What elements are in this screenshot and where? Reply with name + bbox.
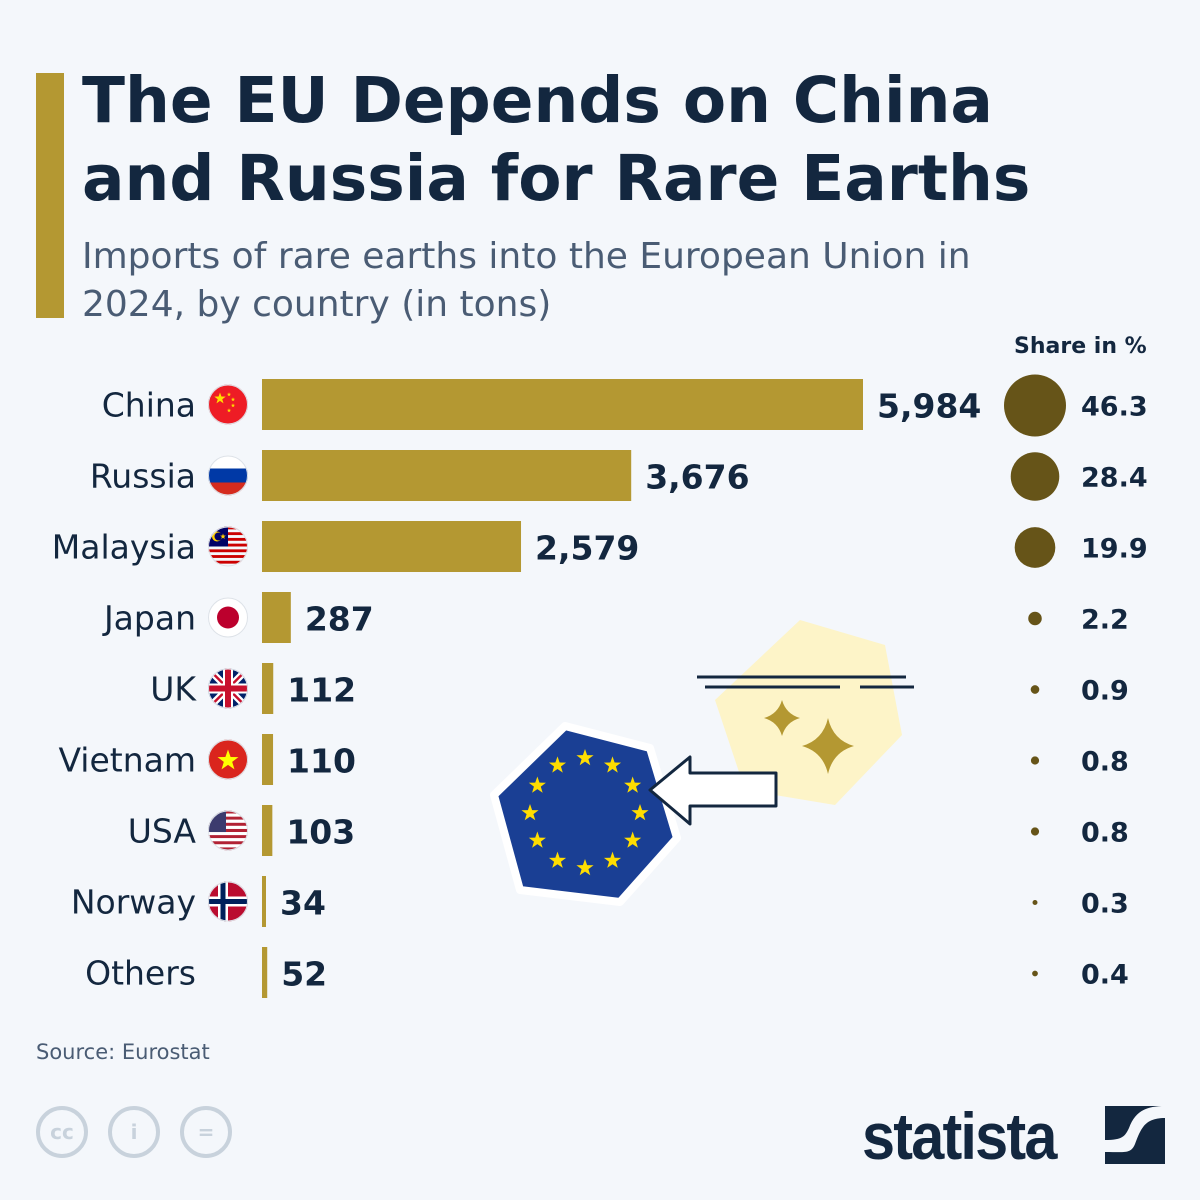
share-label: 46.3 xyxy=(1081,392,1148,423)
eu-star-icon xyxy=(603,851,622,868)
share-bubble xyxy=(1004,374,1066,437)
star-icon xyxy=(214,392,226,404)
cc-license-icon[interactable]: cc xyxy=(36,1106,88,1158)
value-label: 287 xyxy=(305,600,374,639)
chart-subtitle: Imports of rare earths into the European… xyxy=(82,236,971,325)
star-icon xyxy=(226,408,232,413)
no-derivatives-icon[interactable]: = xyxy=(180,1106,232,1158)
share-label: 19.9 xyxy=(1081,534,1148,565)
bar xyxy=(262,450,632,501)
share-label: 0.4 xyxy=(1081,960,1129,991)
sparkle-icon xyxy=(764,700,800,736)
bar-row: Malaysia 2,579 19.9 xyxy=(52,521,1148,572)
flag-japan-icon xyxy=(208,597,248,638)
flag-uk-icon xyxy=(208,668,248,709)
flag-vietnam-icon xyxy=(208,739,248,780)
bar xyxy=(262,379,863,430)
bar-row: Russia 3,676 28.4 xyxy=(90,450,1148,501)
arrow-left-icon xyxy=(648,755,778,826)
category-label: Malaysia xyxy=(52,528,196,567)
share-label: 0.8 xyxy=(1081,818,1129,849)
share-bubble xyxy=(1010,452,1060,501)
flag-usa-icon xyxy=(208,810,248,851)
value-label: 3,676 xyxy=(645,458,749,497)
share-bubble xyxy=(1030,685,1040,694)
eu-star-icon xyxy=(548,851,567,868)
eu-star-icon xyxy=(603,756,622,773)
eu-star-icon xyxy=(624,776,642,793)
bar-row: UK 112 0.9 xyxy=(150,663,1129,714)
chart-title: The EU Depends on China and Russia for R… xyxy=(82,64,1031,215)
sparkle-icon xyxy=(802,718,854,774)
bar-row: Norway 34 0.3 xyxy=(71,876,1129,927)
flag-malaysia-icon xyxy=(208,526,248,564)
eu-star-icon xyxy=(631,804,649,821)
category-label: Japan xyxy=(102,599,196,638)
share-label: 0.9 xyxy=(1081,676,1129,707)
source-note: Source: Eurostat xyxy=(36,1040,210,1064)
statista-logo-mark xyxy=(1105,1106,1165,1164)
value-label: 52 xyxy=(281,955,327,994)
share-bubble xyxy=(1030,756,1040,765)
category-label: China xyxy=(102,386,196,425)
category-label: Norway xyxy=(71,883,196,922)
share-bubble xyxy=(1030,827,1040,836)
value-label: 112 xyxy=(287,671,356,710)
eu-star-icon xyxy=(624,831,642,848)
attribution-icon[interactable]: i xyxy=(108,1106,160,1158)
eu-star-icon xyxy=(528,831,546,848)
bar xyxy=(262,947,268,998)
value-label: 2,579 xyxy=(535,529,639,568)
star-icon xyxy=(230,403,236,408)
bar xyxy=(262,805,273,856)
share-bubble xyxy=(1032,970,1038,977)
eu-star-icon xyxy=(576,749,594,766)
share-bubble xyxy=(1014,527,1056,568)
value-label: 34 xyxy=(280,884,326,923)
eu-hexagon xyxy=(490,722,681,906)
flag-china-icon xyxy=(208,384,248,425)
yellow-hexagon xyxy=(715,620,902,805)
star-icon xyxy=(220,533,226,539)
star-icon xyxy=(230,397,236,402)
value-label: 110 xyxy=(287,742,356,781)
eu-stars xyxy=(521,749,649,876)
eu-star-icon xyxy=(528,776,546,793)
eu-star-icon xyxy=(521,804,539,821)
share-label: 2.2 xyxy=(1081,605,1129,636)
share-bubble xyxy=(1028,611,1042,626)
category-label: UK xyxy=(150,670,197,709)
category-label: Russia xyxy=(90,457,196,496)
bar-row: Others 52 0.4 xyxy=(85,947,1129,998)
bar-row: USA 103 0.8 xyxy=(128,805,1129,856)
category-label: Others xyxy=(85,954,196,993)
share-header: Share in % xyxy=(1014,334,1147,359)
bar-row: China 5,984 46.3 xyxy=(102,374,1148,437)
category-label: USA xyxy=(128,812,197,851)
eu-star-icon xyxy=(576,859,594,876)
bar xyxy=(262,592,291,643)
value-label: 5,984 xyxy=(877,387,981,426)
share-label: 0.8 xyxy=(1081,747,1129,778)
bar-row: Japan 287 2.2 xyxy=(102,592,1129,643)
value-label: 103 xyxy=(286,813,355,852)
bar xyxy=(262,521,522,572)
star-icon xyxy=(226,392,232,397)
share-label: 0.3 xyxy=(1081,889,1129,920)
eu-illustration xyxy=(490,620,914,906)
statista-logo[interactable]: statista xyxy=(862,1099,1057,1173)
bar xyxy=(262,876,266,927)
share-label: 28.4 xyxy=(1081,463,1148,494)
flag-norway-icon xyxy=(208,881,248,922)
category-label: Vietnam xyxy=(58,741,196,780)
star-icon xyxy=(217,749,239,770)
share-bubble xyxy=(1032,900,1038,905)
bar xyxy=(262,663,274,714)
bar xyxy=(262,734,274,785)
eu-star-icon xyxy=(548,756,567,773)
bar-row: Vietnam 110 0.8 xyxy=(58,734,1129,785)
title-accent-bar xyxy=(36,73,64,318)
